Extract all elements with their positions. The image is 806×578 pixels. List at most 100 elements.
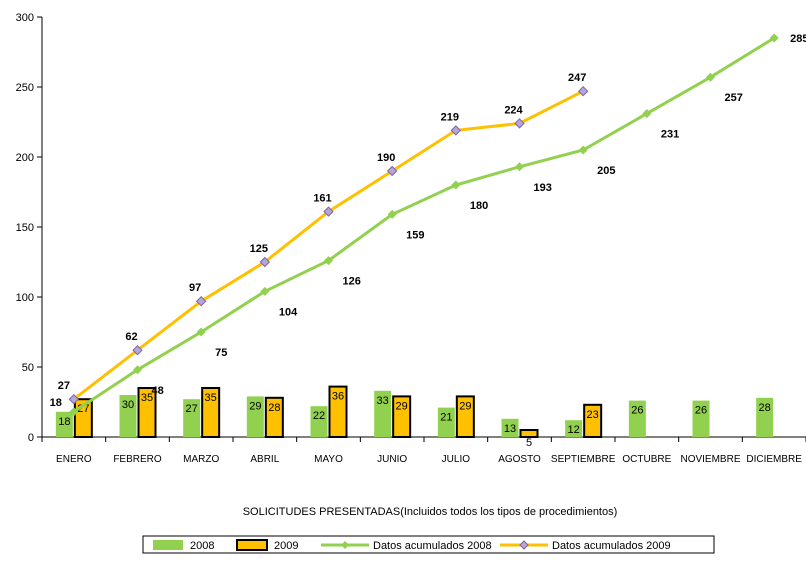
series-point: [706, 72, 715, 82]
series-point: [387, 209, 397, 219]
bar-2008: [565, 420, 583, 437]
x-tick-label: NOVIEMBRE: [680, 454, 740, 465]
x-tick-label: SEPTIEMBRE: [551, 454, 616, 465]
bar-label: 28: [268, 402, 280, 414]
series-point: [196, 327, 206, 337]
bar-label: 36: [332, 391, 344, 403]
x-tick-label: FEBRERO: [113, 454, 162, 465]
bar-label: 33: [377, 395, 389, 407]
series-point: [68, 393, 80, 405]
series-point-label: 48: [152, 385, 164, 397]
series-point-label: 285: [790, 33, 806, 45]
series-point: [642, 109, 652, 119]
bar-label: 23: [587, 409, 599, 421]
x-tick-label: AGOSTO: [498, 454, 541, 465]
series-line-Datos acumulados 2009: [72, 89, 584, 401]
series-point: [195, 295, 207, 307]
bar-label: 28: [759, 402, 771, 414]
series-point: [451, 180, 461, 190]
bar-2009: [264, 396, 284, 438]
bar-2008: [501, 418, 519, 437]
bar-2008: [55, 411, 73, 437]
bar-2009: [455, 395, 475, 438]
legend: 2008 2009 Datos acumulados 2008 Datos acumu…: [142, 535, 715, 554]
series-point-label: 97: [189, 282, 201, 294]
x-tick-label: DICIEMBRE: [746, 454, 802, 465]
x-tick-label: OCTUBRE: [622, 454, 671, 465]
series-point-label: 205: [597, 165, 615, 177]
bar-label: 29: [249, 400, 261, 412]
series-point-label: 190: [377, 152, 395, 164]
series-point: [577, 85, 589, 97]
y-tick-label: 200: [16, 152, 34, 164]
plot-area: 0 50 100 150 200 250 300 ENERO FEBRERO MARZO ABRIL…: [16, 12, 806, 465]
series-point: [450, 125, 462, 136]
bar-label: 35: [205, 392, 217, 404]
bar-label: 18: [58, 416, 70, 428]
bar-label: 26: [695, 405, 707, 417]
legend-label: 2008: [190, 540, 214, 552]
x-tick-label: ABRIL: [250, 454, 279, 465]
bar-2008: [374, 390, 392, 437]
series-point-label: 193: [534, 182, 552, 194]
x-tick-label: MARZO: [183, 454, 219, 465]
x-tick-label: JUNIO: [377, 454, 407, 465]
series-point: [133, 365, 142, 375]
series-point: [578, 145, 588, 155]
bar-label: 13: [504, 423, 516, 435]
series-point: [514, 118, 525, 129]
y-tick-label: 250: [16, 82, 34, 94]
series-point: [386, 165, 398, 177]
bar-label: 21: [440, 412, 452, 424]
series-point: [323, 206, 334, 217]
bar-2008: [692, 400, 710, 437]
legend-label: Datos acumulados 2009: [552, 540, 671, 552]
bar-label: 27: [186, 403, 198, 415]
legend-label: Datos acumulados 2008: [373, 540, 492, 552]
bar-label: 29: [459, 400, 471, 412]
legend-swatch: [236, 539, 268, 551]
y-tick-label: 0: [28, 432, 34, 444]
series-point: [259, 256, 271, 268]
series-point-label: 126: [343, 276, 361, 288]
series-point-label: 257: [725, 92, 743, 104]
series-point-label: 161: [313, 193, 331, 205]
series-point: [132, 344, 143, 356]
bar-2008: [437, 407, 455, 437]
series-point: [324, 256, 333, 266]
bar-label: 5: [526, 437, 532, 449]
bar-2009: [137, 387, 157, 438]
bar-2008: [628, 400, 646, 437]
bar-label: 22: [313, 410, 325, 422]
bar-2008: [310, 406, 328, 437]
y-tick-label: 50: [22, 362, 34, 374]
bar-2008: [183, 399, 201, 437]
series-point: [515, 162, 524, 172]
series-point: [260, 286, 270, 296]
series-point-label: 224: [504, 104, 523, 116]
series-point: [69, 407, 79, 417]
series-point-label: 104: [279, 306, 298, 318]
x-tick-label: JULIO: [442, 454, 471, 465]
series-point-label: 18: [50, 397, 62, 409]
bar-2009: [328, 385, 348, 439]
x-tick-label: MAYO: [314, 454, 343, 465]
bar-2008: [756, 397, 774, 437]
series-point-label: 180: [470, 200, 488, 212]
series-point-label: 159: [406, 229, 424, 241]
bar-2009: [392, 395, 412, 438]
series-point-label: 247: [568, 72, 586, 84]
series-point-label: 219: [441, 111, 459, 123]
bar-label: 30: [122, 399, 134, 411]
series-point-label: 231: [661, 129, 679, 141]
series-point-label: 27: [58, 380, 70, 392]
bar-label: 26: [631, 405, 643, 417]
y-tick-label: 300: [16, 12, 34, 24]
series-point-label: 75: [215, 347, 227, 359]
bar-2008: [246, 396, 264, 437]
bar-2009: [519, 429, 539, 438]
legend-marker: [519, 540, 529, 550]
bar-label: 29: [396, 400, 408, 412]
series-point-label: 62: [125, 331, 137, 343]
